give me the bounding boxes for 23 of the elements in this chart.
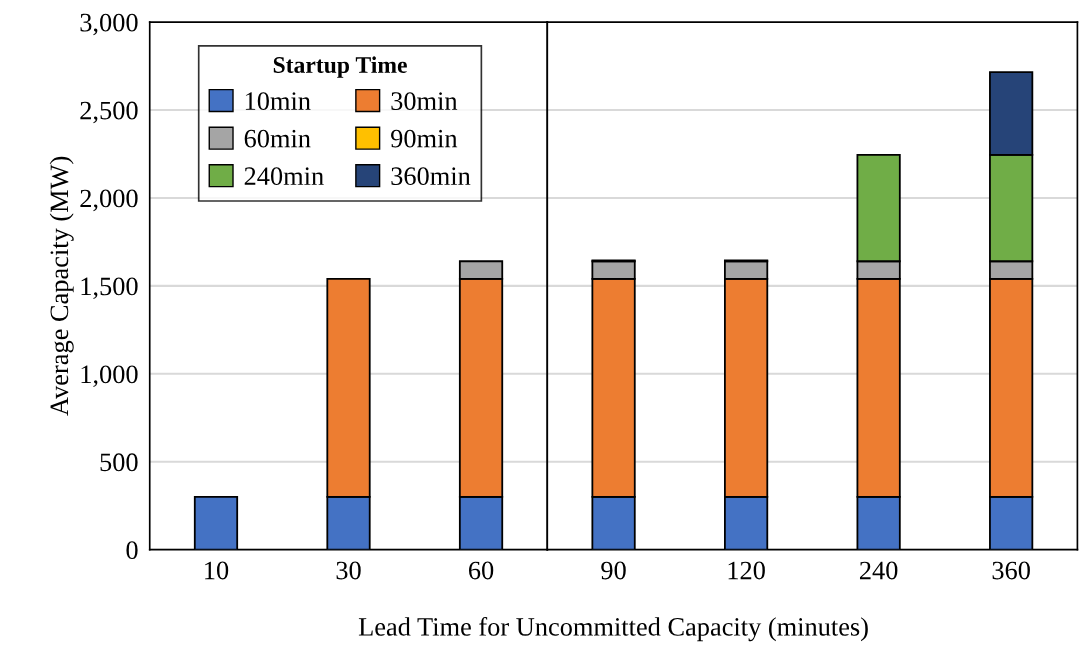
x-tick-label: 360 bbox=[992, 561, 1030, 580]
x-tick-label: 240 bbox=[859, 561, 898, 580]
legend-label: 240min bbox=[244, 167, 324, 186]
y-tick-label: 500 bbox=[100, 453, 138, 472]
y-tick-label: 2,000 bbox=[80, 189, 138, 212]
legend-label: 90min bbox=[391, 129, 458, 148]
y-tick-label: 1,500 bbox=[81, 277, 138, 300]
legend-label: 60min bbox=[244, 129, 311, 148]
x-tick-label: 60 bbox=[468, 561, 494, 580]
y-tick-label: 0 bbox=[126, 541, 138, 560]
y-tick-label: 2,500 bbox=[80, 101, 138, 124]
legend-label: 360min bbox=[391, 167, 471, 186]
x-tick-label: 10 bbox=[205, 561, 229, 580]
legend-label: 30min bbox=[391, 92, 458, 110]
x-tick-label: 120 bbox=[728, 561, 765, 580]
x-axis-title: Lead Time for Uncommitted Capacity (minutes) bbox=[358, 616, 868, 642]
legend-label: 10min bbox=[245, 92, 311, 110]
y-tick-label: 1,000 bbox=[81, 365, 138, 388]
x-tick-label: 90 bbox=[601, 561, 626, 580]
y-tick-label: 3,000 bbox=[80, 13, 138, 36]
legend-title: Startup Time bbox=[273, 56, 407, 78]
y-axis-title: Average Capacity (MW) bbox=[49, 156, 74, 416]
x-tick-label: 30 bbox=[336, 561, 361, 580]
